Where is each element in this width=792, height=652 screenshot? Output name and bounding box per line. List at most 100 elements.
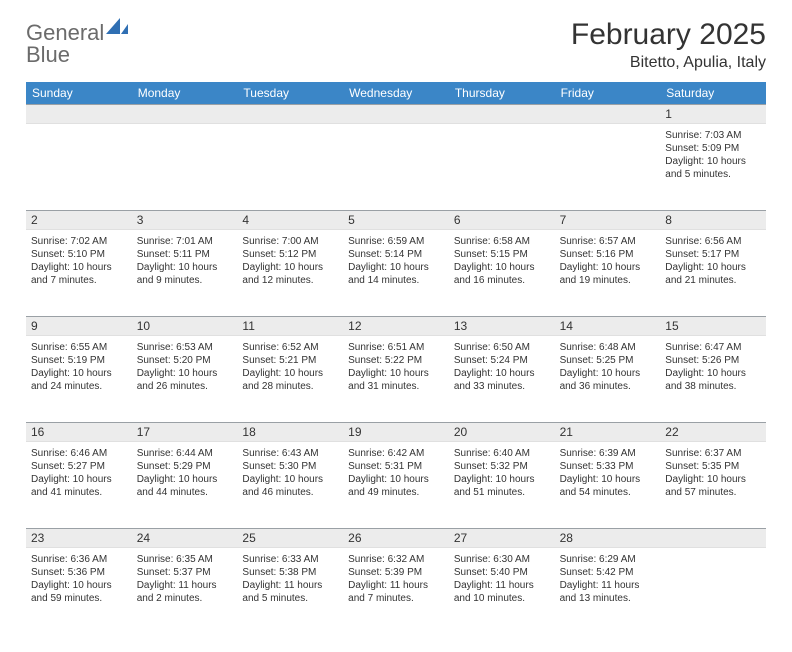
daylight-text: and 33 minutes. [454,380,550,393]
day-number-cell: 14 [555,316,661,336]
daylight-text: and 44 minutes. [137,486,233,499]
day-number-cell: 11 [237,316,343,336]
daylight-text: Daylight: 10 hours [137,261,233,274]
daylight-text: Daylight: 10 hours [560,473,656,486]
sunrise-text: Sunrise: 7:01 AM [137,235,233,248]
weekday-label: Tuesday [237,82,343,104]
day-info: Sunrise: 6:47 AMSunset: 5:26 PMDaylight:… [665,341,761,393]
sunrise-text: Sunrise: 7:03 AM [665,129,761,142]
daylight-text: Daylight: 11 hours [137,579,233,592]
page-header: General Blue February 2025 Bitetto, Apul… [26,18,766,72]
sunset-text: Sunset: 5:12 PM [242,248,338,261]
month-title: February 2025 [571,18,766,52]
daylight-text: Daylight: 10 hours [137,367,233,380]
daylight-text: Daylight: 10 hours [31,473,127,486]
day-cell: Sunrise: 6:29 AMSunset: 5:42 PMDaylight:… [555,548,661,634]
sunrise-text: Sunrise: 6:37 AM [665,447,761,460]
sunrise-text: Sunrise: 6:53 AM [137,341,233,354]
day-cell: Sunrise: 7:00 AMSunset: 5:12 PMDaylight:… [237,230,343,316]
day-info: Sunrise: 6:30 AMSunset: 5:40 PMDaylight:… [454,553,550,605]
day-info: Sunrise: 6:59 AMSunset: 5:14 PMDaylight:… [348,235,444,287]
day-number-cell: 27 [449,528,555,548]
daylight-text: and 12 minutes. [242,274,338,287]
day-cell: Sunrise: 6:35 AMSunset: 5:37 PMDaylight:… [132,548,238,634]
day-number-cell: 7 [555,210,661,230]
daylight-text: and 5 minutes. [665,168,761,181]
daylight-text: and 5 minutes. [242,592,338,605]
day-cell: Sunrise: 6:39 AMSunset: 5:33 PMDaylight:… [555,442,661,528]
day-number-cell [132,104,238,124]
sunrise-text: Sunrise: 7:02 AM [31,235,127,248]
day-info: Sunrise: 6:56 AMSunset: 5:17 PMDaylight:… [665,235,761,287]
daylight-text: and 49 minutes. [348,486,444,499]
daylight-text: and 46 minutes. [242,486,338,499]
sunrise-text: Sunrise: 6:51 AM [348,341,444,354]
sail-icon [106,18,128,34]
day-cell: Sunrise: 6:32 AMSunset: 5:39 PMDaylight:… [343,548,449,634]
daylight-text: and 16 minutes. [454,274,550,287]
day-cell: Sunrise: 6:50 AMSunset: 5:24 PMDaylight:… [449,336,555,422]
day-cell: Sunrise: 6:48 AMSunset: 5:25 PMDaylight:… [555,336,661,422]
sunset-text: Sunset: 5:37 PM [137,566,233,579]
day-number-cell: 3 [132,210,238,230]
sunset-text: Sunset: 5:38 PM [242,566,338,579]
sunset-text: Sunset: 5:42 PM [560,566,656,579]
sunset-text: Sunset: 5:17 PM [665,248,761,261]
day-number-cell [237,104,343,124]
daylight-text: and 2 minutes. [137,592,233,605]
day-number-cell: 13 [449,316,555,336]
day-number-cell: 26 [343,528,449,548]
day-number-cell: 23 [26,528,132,548]
sunrise-text: Sunrise: 6:29 AM [560,553,656,566]
day-cell: Sunrise: 6:52 AMSunset: 5:21 PMDaylight:… [237,336,343,422]
day-info: Sunrise: 6:40 AMSunset: 5:32 PMDaylight:… [454,447,550,499]
brand-part2: Blue [26,44,128,66]
sunset-text: Sunset: 5:35 PM [665,460,761,473]
day-cell [132,124,238,210]
sunrise-text: Sunrise: 6:43 AM [242,447,338,460]
sunrise-text: Sunrise: 6:50 AM [454,341,550,354]
day-info: Sunrise: 6:50 AMSunset: 5:24 PMDaylight:… [454,341,550,393]
day-cell [449,124,555,210]
brand-logo: General Blue [26,18,128,66]
day-number-cell: 6 [449,210,555,230]
daylight-text: and 14 minutes. [348,274,444,287]
day-number-cell [449,104,555,124]
sunset-text: Sunset: 5:33 PM [560,460,656,473]
day-number-cell [343,104,449,124]
day-number-cell: 12 [343,316,449,336]
day-number-cell: 20 [449,422,555,442]
day-info: Sunrise: 6:55 AMSunset: 5:19 PMDaylight:… [31,341,127,393]
sunset-text: Sunset: 5:25 PM [560,354,656,367]
daylight-text: Daylight: 11 hours [454,579,550,592]
daylight-text: Daylight: 10 hours [348,261,444,274]
sunrise-text: Sunrise: 6:48 AM [560,341,656,354]
day-number-cell: 10 [132,316,238,336]
day-info: Sunrise: 6:57 AMSunset: 5:16 PMDaylight:… [560,235,656,287]
sunset-text: Sunset: 5:15 PM [454,248,550,261]
sunset-text: Sunset: 5:26 PM [665,354,761,367]
sunrise-text: Sunrise: 6:56 AM [665,235,761,248]
weekday-label: Monday [132,82,238,104]
sunset-text: Sunset: 5:20 PM [137,354,233,367]
sunset-text: Sunset: 5:36 PM [31,566,127,579]
calendar-page: General Blue February 2025 Bitetto, Apul… [0,0,792,652]
day-cell: Sunrise: 7:01 AMSunset: 5:11 PMDaylight:… [132,230,238,316]
daylight-text: Daylight: 10 hours [665,155,761,168]
sunrise-text: Sunrise: 6:57 AM [560,235,656,248]
daylight-text: Daylight: 10 hours [137,473,233,486]
weekday-label: Saturday [660,82,766,104]
daylight-text: Daylight: 10 hours [665,261,761,274]
sunset-text: Sunset: 5:11 PM [137,248,233,261]
day-info: Sunrise: 6:51 AMSunset: 5:22 PMDaylight:… [348,341,444,393]
day-number-cell: 2 [26,210,132,230]
day-info: Sunrise: 6:33 AMSunset: 5:38 PMDaylight:… [242,553,338,605]
daylight-text: and 13 minutes. [560,592,656,605]
day-cell [660,548,766,634]
day-cell: Sunrise: 6:36 AMSunset: 5:36 PMDaylight:… [26,548,132,634]
sunset-text: Sunset: 5:24 PM [454,354,550,367]
calendar: Sunday Monday Tuesday Wednesday Thursday… [26,82,766,634]
day-info: Sunrise: 6:43 AMSunset: 5:30 PMDaylight:… [242,447,338,499]
day-number-cell: 8 [660,210,766,230]
day-number-cell: 17 [132,422,238,442]
